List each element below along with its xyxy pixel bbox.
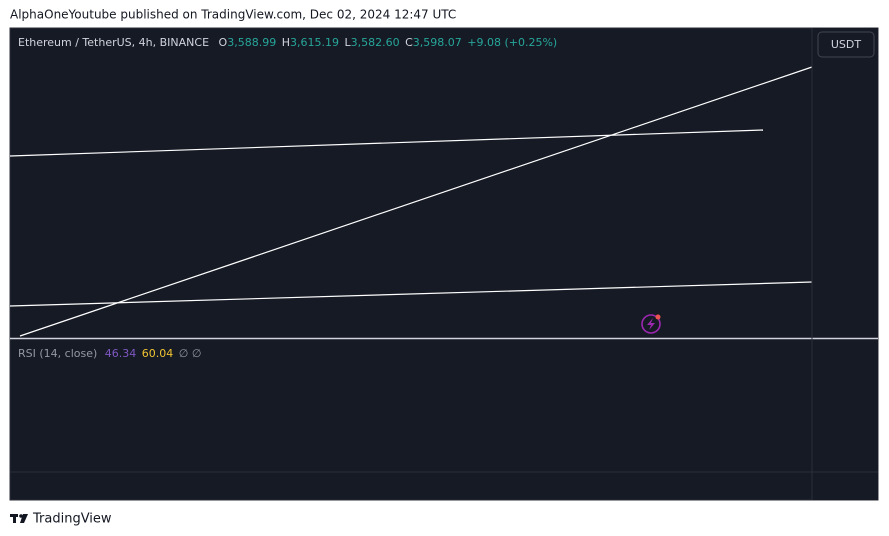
logo-part: [13, 514, 16, 523]
legend-key: L: [344, 36, 351, 49]
currency-button[interactable]: [817, 31, 875, 58]
trendline: [9, 129, 764, 157]
trendlines: [9, 66, 813, 337]
publisher-line: AlphaOneYoutube published on TradingView…: [10, 8, 456, 22]
legend-value: 3,615.19: [290, 36, 339, 49]
rsi-value: 46.34: [105, 347, 137, 360]
logo-part: [20, 514, 28, 523]
brand-name: TradingView: [32, 512, 112, 527]
legend-key: C: [405, 36, 413, 49]
price-axis-area: [812, 28, 878, 500]
rsi-title: RSI (14, close): [18, 347, 97, 360]
alert-bolt[interactable]: [647, 318, 655, 330]
brand-logo: [10, 514, 28, 523]
trendline: [9, 281, 813, 307]
rsi-extra: ∅ ∅: [179, 347, 202, 360]
legend-value: 3,598.07: [413, 36, 462, 49]
chart-frame: [9, 27, 879, 501]
alert-circle[interactable]: [641, 314, 661, 334]
legend-value: 3,582.60: [351, 36, 400, 49]
legend-change: +9.08 (+0.25%): [467, 36, 557, 49]
trendline: [19, 66, 813, 337]
rsi-legend: RSI (14, close) 46.34 60.04 ∅ ∅: [18, 347, 201, 360]
legend-key: O: [219, 36, 228, 49]
alert-dot[interactable]: [655, 314, 661, 320]
legend-value: 3,588.99: [227, 36, 276, 49]
currency-label[interactable]: USDT: [831, 38, 862, 51]
logo-part: [19, 514, 23, 518]
symbol-title: Ethereum / TetherUS, 4h, BINANCE: [18, 36, 209, 49]
ohlc-legend: Ethereum / TetherUS, 4h, BINANCE O3,588.…: [18, 36, 557, 49]
rsi-ma-value: 60.04: [142, 347, 174, 360]
alert-icon[interactable]: [641, 314, 661, 334]
legend-key: H: [282, 36, 290, 49]
